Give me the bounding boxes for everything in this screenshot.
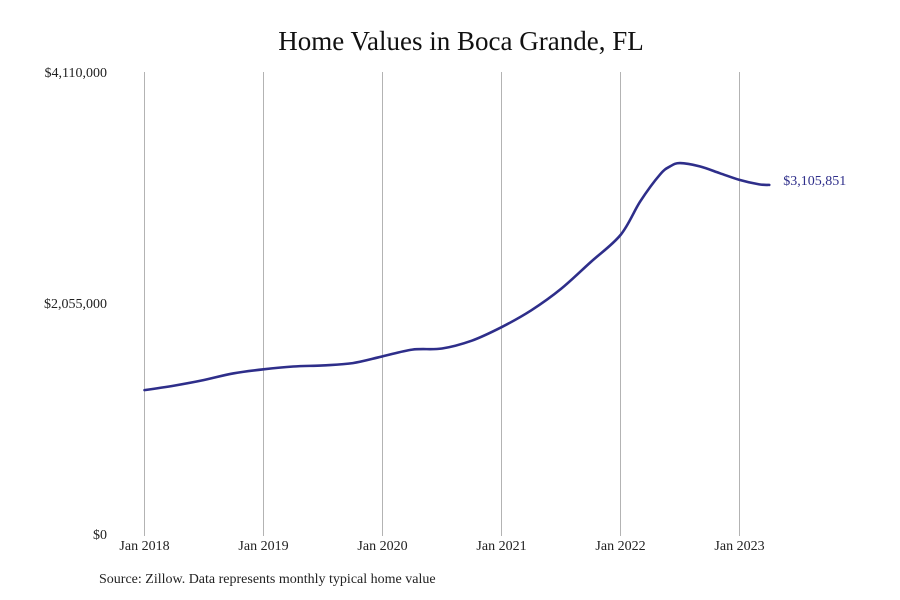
data-point [699, 165, 701, 167]
series-line [143, 161, 771, 392]
data-point [143, 389, 145, 391]
x-tick-label: Jan 2019 [238, 539, 288, 554]
x-tick-label: Jan 2023 [714, 539, 764, 554]
y-tick-label: $0 [93, 528, 107, 543]
source-note: Source: Zillow. Data represents monthly … [99, 572, 436, 587]
data-point [679, 162, 681, 164]
data-point [471, 340, 473, 342]
data-point [262, 368, 264, 370]
data-point [173, 384, 175, 386]
data-point [530, 309, 532, 311]
data-point [619, 234, 621, 236]
series-layer: $3,105,851 [143, 161, 846, 392]
data-point [352, 362, 354, 364]
gridlines [144, 72, 740, 536]
data-point [639, 200, 641, 202]
data-point [719, 172, 721, 174]
chart-title: Home Values in Boca Grande, FL [278, 26, 644, 56]
data-point [381, 355, 383, 357]
x-tick-label: Jan 2022 [595, 539, 645, 554]
y-tick-label: $2,055,000 [44, 297, 107, 312]
data-point [441, 347, 443, 349]
data-point [233, 372, 235, 374]
data-point [500, 326, 502, 328]
x-axis-ticks: Jan 2018 Jan 2019 Jan 2020 Jan 2021 Jan 2022… [119, 539, 764, 554]
data-point [659, 173, 661, 175]
x-tick-label: Jan 2021 [476, 539, 526, 554]
data-point [322, 364, 324, 366]
y-tick-label: $4,110,000 [45, 66, 107, 81]
y-axis-ticks: $0 $2,055,000 $4,110,000 [44, 66, 107, 543]
data-point [203, 379, 205, 381]
data-point [738, 179, 740, 181]
data-point [292, 365, 294, 367]
data-point [669, 165, 671, 167]
data-point [768, 184, 770, 186]
data-point [411, 348, 413, 350]
series-end-label: $3,105,851 [783, 174, 846, 189]
data-point [560, 288, 562, 290]
data-point [590, 261, 592, 263]
data-point [758, 183, 760, 185]
x-tick-label: Jan 2018 [119, 539, 169, 554]
x-tick-label: Jan 2020 [357, 539, 407, 554]
